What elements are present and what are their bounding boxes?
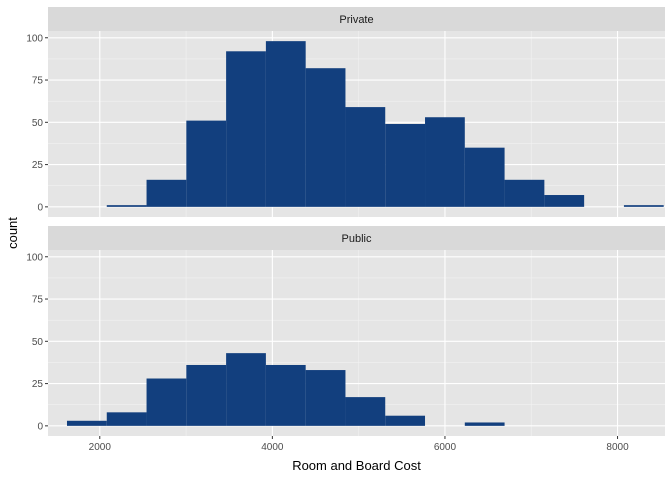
histogram-bar-private bbox=[345, 107, 386, 207]
histogram-bar-public bbox=[226, 353, 266, 426]
panel-label-private: Private bbox=[339, 14, 373, 26]
histogram-bar-private bbox=[305, 68, 346, 207]
y-tick-label-public: 50 bbox=[32, 337, 44, 348]
histogram-bar-private bbox=[106, 205, 147, 207]
panel-label-public: Public bbox=[342, 233, 372, 245]
histogram-bar-private bbox=[385, 124, 426, 207]
histogram-bar-public bbox=[345, 397, 386, 426]
histogram-bar-private bbox=[186, 120, 227, 207]
histogram-bar-public bbox=[66, 420, 107, 426]
y-tick-label-private: 25 bbox=[32, 160, 44, 171]
x-tick-label: 2000 bbox=[89, 442, 112, 453]
y-tick-label-private: 75 bbox=[32, 76, 44, 87]
y-tick-label-public: 25 bbox=[32, 379, 44, 390]
x-tick-label: 6000 bbox=[434, 442, 457, 453]
histogram-bar-public bbox=[265, 364, 306, 426]
histogram-bar-private bbox=[146, 179, 187, 207]
histogram-bar-public bbox=[385, 415, 426, 426]
panel-strip-public bbox=[48, 226, 665, 250]
y-axis-title: count bbox=[5, 217, 20, 249]
x-tick-label: 4000 bbox=[261, 442, 284, 453]
x-tick-label: 8000 bbox=[606, 442, 629, 453]
bars-public bbox=[66, 353, 505, 426]
histogram-bar-private bbox=[623, 205, 664, 207]
y-axis-public: 0 25 50 75 100 bbox=[26, 252, 48, 432]
histogram-bar-private bbox=[464, 147, 505, 207]
y-tick-label-public: 0 bbox=[37, 421, 43, 432]
histogram-bar-public bbox=[186, 364, 227, 426]
y-tick-label-private: 100 bbox=[26, 33, 43, 44]
histogram-bar-public bbox=[106, 412, 147, 426]
y-tick-label-public: 100 bbox=[26, 252, 43, 263]
histogram-bar-private bbox=[226, 51, 266, 207]
y-axis-private: 0 25 50 75 100 bbox=[26, 33, 48, 213]
bars-private bbox=[106, 41, 664, 207]
x-axis: 2000 4000 6000 8000 bbox=[89, 436, 629, 453]
histogram-bar-public bbox=[305, 370, 346, 426]
y-tick-label-private: 0 bbox=[37, 202, 43, 213]
histogram-bar-public bbox=[146, 378, 187, 426]
panel-strip-private bbox=[48, 7, 665, 31]
y-tick-label-private: 50 bbox=[32, 118, 44, 129]
histogram-bar-private bbox=[504, 179, 545, 207]
x-axis-title: Room and Board Cost bbox=[292, 458, 421, 473]
histogram-bar-private bbox=[425, 117, 465, 207]
histogram-bar-public bbox=[464, 422, 505, 426]
histogram-bar-private bbox=[544, 195, 585, 207]
y-tick-label-public: 75 bbox=[32, 295, 44, 306]
histogram-bar-private bbox=[265, 41, 306, 207]
